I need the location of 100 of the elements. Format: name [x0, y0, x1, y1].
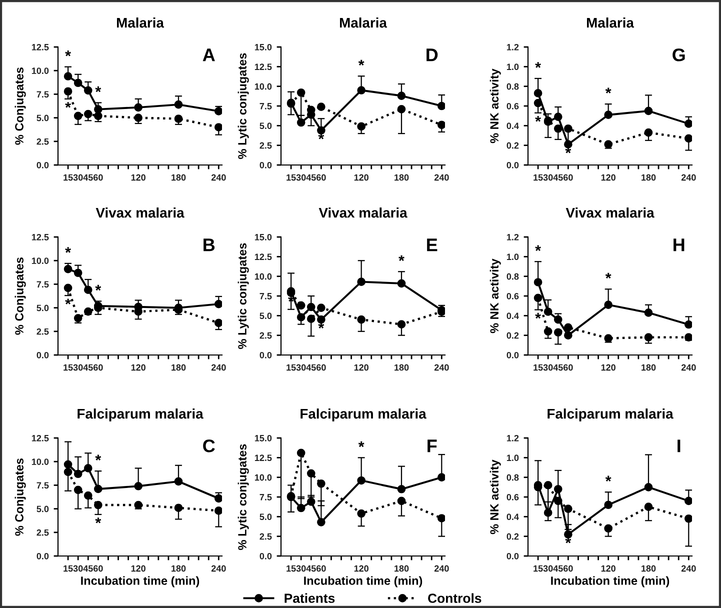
annotation: * — [95, 284, 102, 291]
x-tick-label: 60 — [93, 364, 103, 371]
annotation: * — [318, 134, 324, 140]
chart-title: Vivax malaria — [566, 207, 654, 218]
y-tick-label: 0.2 — [506, 142, 519, 149]
chart-title: Vivax malaria — [318, 207, 408, 218]
x-tick-label: 180 — [394, 565, 409, 572]
annotation: * — [535, 116, 541, 122]
point — [437, 102, 445, 110]
x-tick-label: 240 — [434, 364, 449, 371]
point — [644, 128, 653, 137]
point — [316, 315, 326, 324]
annotation: * — [358, 60, 364, 66]
point — [357, 476, 366, 485]
x-tick-label: 120 — [601, 364, 616, 371]
y-axis-title: % NK activity — [490, 68, 501, 144]
y-axis-title: % Conjugates — [14, 458, 26, 536]
y-tick-label: 1.2 — [506, 44, 519, 50]
point — [296, 504, 306, 512]
y-tick-label: 0.6 — [506, 102, 519, 110]
point — [134, 500, 142, 510]
x-tick-label: 60 — [563, 565, 573, 572]
point — [644, 308, 653, 317]
point — [644, 483, 653, 492]
x-tick-label: 180 — [642, 565, 656, 572]
y-tick-label: 0.0 — [506, 552, 519, 560]
point — [94, 112, 102, 120]
annotation: * — [605, 272, 612, 279]
point — [174, 100, 183, 109]
point — [296, 118, 306, 127]
x-tick-label: 15 — [64, 174, 73, 181]
y-tick-label: 12.5 — [32, 234, 49, 240]
x-tick-label: 120 — [601, 174, 616, 181]
y-tick-label: 0.6 — [506, 494, 519, 500]
y-tick-label: 12.5 — [32, 434, 49, 442]
y-tick-label: 2.5 — [260, 533, 272, 540]
x-tick-label: 30 — [296, 565, 306, 572]
point — [357, 86, 366, 94]
x-tick-label: 180 — [172, 565, 186, 572]
x-tick-label: 180 — [642, 364, 656, 371]
point — [357, 278, 366, 286]
y-tick-label: 5.0 — [260, 514, 272, 520]
annotation: * — [95, 518, 102, 524]
point — [74, 78, 82, 88]
point — [604, 110, 612, 120]
legend-label: Patients — [284, 593, 335, 603]
y-tick-label: 0.0 — [506, 162, 519, 168]
y-tick-label: 5.0 — [260, 122, 272, 130]
point — [604, 334, 612, 342]
x-tick-label: 180 — [394, 364, 409, 371]
x-tick-label: 240 — [434, 174, 449, 181]
x-tick-label: 45 — [553, 174, 563, 181]
y-tick-label: 1.0 — [506, 64, 519, 70]
annotation: * — [65, 298, 71, 304]
x-tick-label: 240 — [681, 364, 696, 371]
point — [564, 140, 572, 149]
point — [64, 460, 72, 469]
x-tick-label: 180 — [642, 174, 656, 181]
y-tick-label: 2.5 — [36, 529, 49, 536]
annotation: I — [678, 440, 680, 452]
y-tick-label: 0.6 — [506, 292, 519, 300]
y-tick-label: 0.0 — [260, 162, 272, 168]
annotation: * — [535, 312, 541, 319]
x-tick-label: 60 — [563, 364, 573, 371]
point — [306, 302, 316, 312]
y-tick-label: 0.4 — [506, 312, 519, 320]
point — [544, 327, 552, 336]
point — [296, 313, 306, 322]
point — [174, 114, 183, 123]
point — [554, 484, 562, 494]
point — [214, 123, 222, 132]
y-tick-label: 7.5 — [36, 281, 49, 288]
point — [316, 479, 326, 488]
point — [397, 320, 406, 328]
annotation: G — [672, 48, 685, 62]
y-tick-label: 10.0 — [254, 474, 272, 481]
point — [296, 448, 306, 458]
x-axis-title: Incubation time (min) — [304, 576, 422, 588]
point — [534, 98, 542, 108]
y-tick-label: 0.4 — [506, 514, 519, 520]
y-tick-label: 0.0 — [260, 352, 272, 358]
point — [74, 470, 82, 478]
point — [534, 89, 542, 98]
annotation: E — [427, 238, 438, 252]
x-tick-label: 15 — [64, 565, 73, 572]
y-tick-label: 5.0 — [36, 304, 49, 312]
x-tick-label: 45 — [306, 565, 316, 572]
y-tick-label: 1.2 — [506, 434, 519, 442]
point — [134, 482, 142, 490]
y-tick-label: 1.0 — [506, 454, 519, 462]
point — [554, 124, 562, 133]
y-tick-label: 1.2 — [506, 234, 519, 240]
x-tick-label: 60 — [563, 174, 573, 181]
y-tick-label: 10.0 — [254, 273, 272, 280]
y-tick-label: 0.0 — [36, 352, 49, 358]
y-tick-label: 2.5 — [36, 138, 49, 145]
x-tick-label: 240 — [211, 174, 226, 181]
x-tick-label: 120 — [131, 364, 146, 371]
point — [214, 300, 222, 308]
y-tick-label: 0.2 — [506, 332, 519, 339]
